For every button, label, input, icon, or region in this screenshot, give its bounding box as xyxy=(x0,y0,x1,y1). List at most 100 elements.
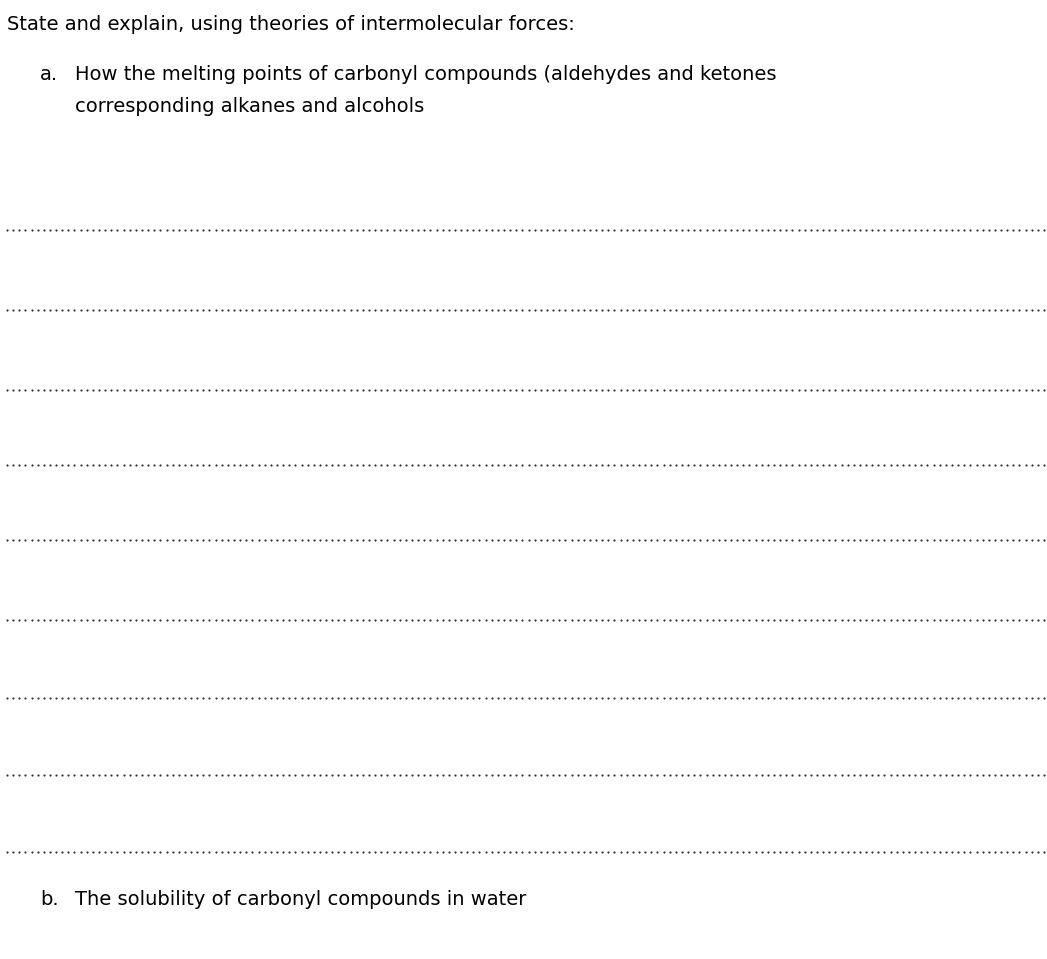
Point xyxy=(134,383,151,398)
Point xyxy=(342,613,359,628)
Point xyxy=(164,302,181,317)
Point xyxy=(48,690,65,706)
Point xyxy=(698,690,715,706)
Point xyxy=(975,457,992,473)
Point xyxy=(465,222,482,238)
Point xyxy=(502,767,518,783)
Point xyxy=(624,302,641,317)
Point xyxy=(956,457,973,473)
Point xyxy=(716,690,733,706)
Point xyxy=(171,690,187,706)
Point xyxy=(317,383,334,398)
Point xyxy=(797,383,814,398)
Point xyxy=(409,532,426,548)
Point xyxy=(422,383,439,398)
Point xyxy=(883,532,899,548)
Point xyxy=(527,302,543,317)
Point xyxy=(680,383,696,398)
Point xyxy=(557,690,574,706)
Point xyxy=(876,532,893,548)
Point xyxy=(514,613,531,628)
Point xyxy=(36,767,52,783)
Point xyxy=(435,532,451,548)
Point xyxy=(36,222,52,238)
Point xyxy=(385,613,402,628)
Point xyxy=(821,457,838,473)
Point xyxy=(962,844,979,859)
Point xyxy=(1005,844,1022,859)
Point xyxy=(705,457,721,473)
Point xyxy=(502,532,518,548)
Point xyxy=(870,457,887,473)
Point xyxy=(435,222,451,238)
Point xyxy=(96,457,113,473)
Point xyxy=(281,767,297,783)
Point xyxy=(188,767,205,783)
Point xyxy=(134,767,151,783)
Point xyxy=(79,222,95,238)
Point xyxy=(520,383,537,398)
Point xyxy=(630,222,647,238)
Point xyxy=(238,302,254,317)
Point xyxy=(686,767,703,783)
Point xyxy=(808,690,825,706)
Point xyxy=(5,844,22,859)
Point xyxy=(465,302,482,317)
Point xyxy=(306,302,322,317)
Point xyxy=(748,457,764,473)
Point xyxy=(956,767,973,783)
Point xyxy=(705,222,721,238)
Point xyxy=(581,383,598,398)
Point xyxy=(845,613,862,628)
Point xyxy=(171,844,187,859)
Point xyxy=(379,613,396,628)
Point xyxy=(226,457,243,473)
Point xyxy=(10,302,27,317)
Point xyxy=(36,690,52,706)
Point xyxy=(269,222,286,238)
Point xyxy=(109,613,126,628)
Point xyxy=(447,767,464,783)
Point xyxy=(53,767,70,783)
Point xyxy=(495,222,512,238)
Point xyxy=(29,383,46,398)
Point xyxy=(907,532,923,548)
Point xyxy=(705,767,721,783)
Point xyxy=(79,844,95,859)
Point xyxy=(146,767,162,783)
Point xyxy=(587,613,604,628)
Point xyxy=(177,844,194,859)
Point xyxy=(943,613,960,628)
Point xyxy=(937,767,954,783)
Point xyxy=(29,222,46,238)
Point xyxy=(619,222,636,238)
Point xyxy=(570,302,586,317)
Point xyxy=(274,532,291,548)
Point xyxy=(152,690,169,706)
Point xyxy=(452,532,469,548)
Point xyxy=(109,457,126,473)
Point xyxy=(171,613,187,628)
Point xyxy=(257,613,273,628)
Point xyxy=(520,844,537,859)
Point xyxy=(72,532,89,548)
Point xyxy=(152,383,169,398)
Point xyxy=(66,383,83,398)
Point xyxy=(317,532,334,548)
Point xyxy=(128,222,144,238)
Point xyxy=(662,383,678,398)
Point xyxy=(907,613,923,628)
Point xyxy=(195,457,211,473)
Point xyxy=(698,844,715,859)
Point xyxy=(36,302,52,317)
Point xyxy=(207,767,224,783)
Point xyxy=(993,844,1009,859)
Point xyxy=(428,222,445,238)
Point xyxy=(263,613,280,628)
Point xyxy=(66,690,83,706)
Point xyxy=(91,302,108,317)
Point xyxy=(741,690,758,706)
Point xyxy=(17,532,34,548)
Point xyxy=(827,690,844,706)
Point xyxy=(177,457,194,473)
